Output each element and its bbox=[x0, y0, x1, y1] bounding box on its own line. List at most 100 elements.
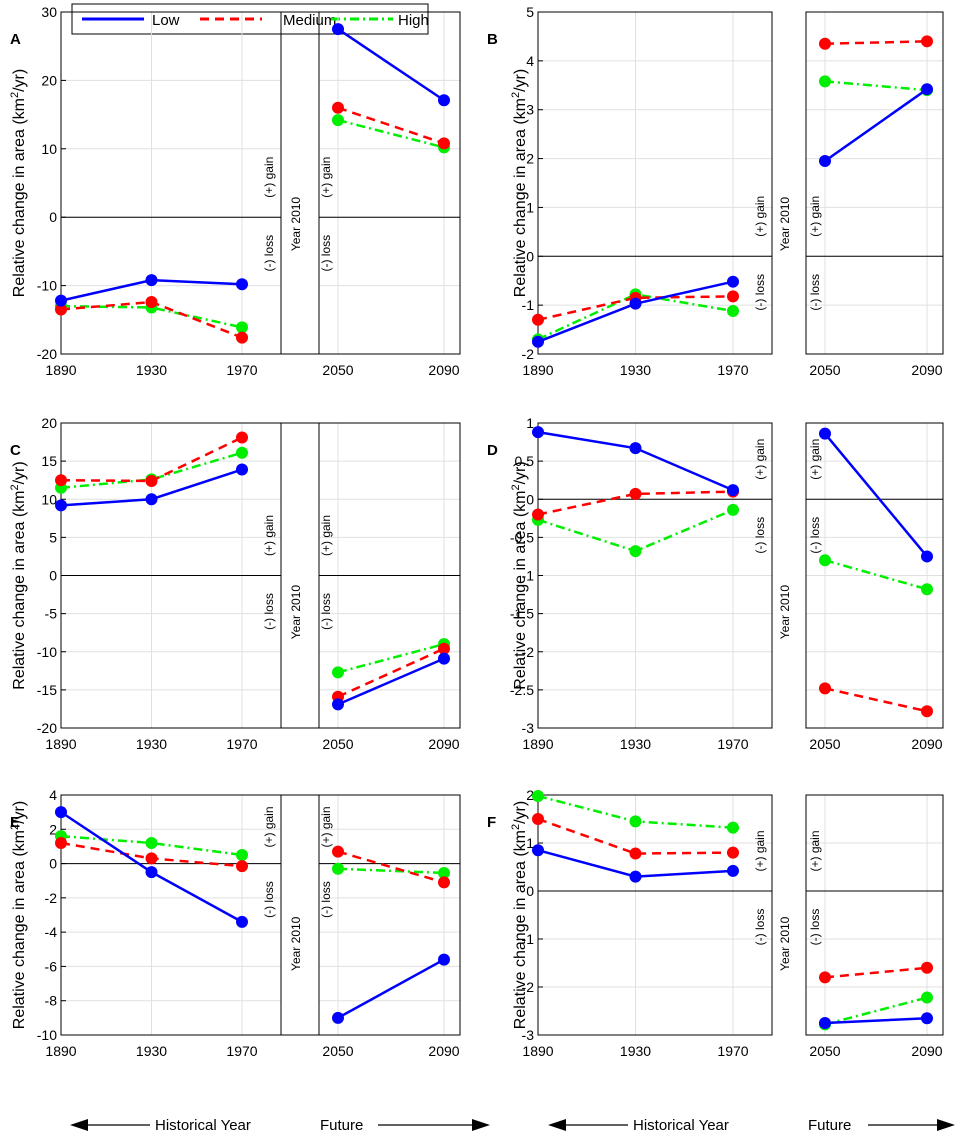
left-arrow-head bbox=[548, 1119, 566, 1131]
x-tick-label: 2090 bbox=[911, 736, 942, 752]
loss-label-historical: (-) loss bbox=[262, 235, 276, 272]
x-tick-label: 1970 bbox=[226, 1043, 257, 1059]
data-point bbox=[727, 821, 739, 834]
data-point bbox=[55, 806, 67, 819]
data-point bbox=[819, 155, 831, 168]
y-tick-label: -1 bbox=[522, 568, 535, 584]
x-tick-label: 2050 bbox=[809, 1043, 840, 1059]
data-point bbox=[819, 427, 831, 440]
data-point bbox=[145, 866, 158, 879]
x-tick-label: 2090 bbox=[428, 1043, 459, 1059]
plot-frame-historical bbox=[537, 794, 773, 1036]
data-point bbox=[438, 137, 450, 150]
series-low bbox=[532, 844, 933, 1029]
y-tick-label: -2 bbox=[522, 979, 535, 995]
series-line-future bbox=[824, 432, 928, 558]
data-point bbox=[629, 545, 642, 558]
data-point bbox=[438, 876, 450, 889]
year-2010-label: Year 2010 bbox=[778, 916, 792, 971]
x-tick-label: 2090 bbox=[428, 362, 459, 378]
panel-e: -10 -8 -6 -4 -2 0 2 4 1890 1930 1970 2050 2090 ERelat… bbox=[9, 787, 461, 1059]
y-tick-label: 20 bbox=[41, 415, 57, 431]
data-point bbox=[145, 852, 158, 865]
y-tick-label: -5 bbox=[45, 606, 58, 622]
data-point bbox=[438, 642, 450, 655]
data-point bbox=[438, 652, 450, 665]
x-tick-label: 2090 bbox=[911, 1043, 942, 1059]
data-point bbox=[332, 1011, 344, 1024]
data-point bbox=[921, 83, 933, 96]
year-2010-label: Year 2010 bbox=[289, 197, 303, 252]
year-2010-label: Year 2010 bbox=[778, 197, 792, 252]
data-point bbox=[819, 682, 831, 695]
series-line-future bbox=[337, 118, 445, 149]
left-arrow-head bbox=[70, 1119, 88, 1131]
year-2010-label: Year 2010 bbox=[778, 585, 792, 640]
y-tick-label: -2 bbox=[522, 644, 535, 660]
y-axis-label: Relative change in area (km2/yr) bbox=[510, 461, 529, 689]
y-tick-label: 10 bbox=[41, 491, 57, 507]
y-tick-label: -2.5 bbox=[510, 682, 534, 698]
series-line-future bbox=[337, 28, 445, 102]
x-tick-label: 2090 bbox=[911, 362, 942, 378]
y-tick-label: 5 bbox=[526, 4, 534, 20]
data-point bbox=[236, 331, 248, 344]
series-line-historical bbox=[537, 295, 734, 322]
panel-label: E bbox=[10, 814, 20, 831]
year-2010-label: Year 2010 bbox=[289, 585, 303, 640]
y-tick-label: 2 bbox=[526, 151, 534, 167]
series-line-historical bbox=[537, 490, 734, 516]
data-point bbox=[332, 114, 344, 127]
y-tick-label: -1.5 bbox=[510, 606, 534, 622]
y-tick-label: -2 bbox=[522, 346, 535, 362]
y-tick-label: -10 bbox=[37, 278, 57, 294]
y-tick-label: -3 bbox=[522, 720, 535, 736]
y-tick-label: 10 bbox=[41, 141, 57, 157]
gain-label-future: (+) gain bbox=[808, 439, 822, 480]
y-tick-label: -4 bbox=[45, 924, 58, 940]
data-point bbox=[629, 487, 642, 500]
bottom-arrows-left: Historical Year Future bbox=[70, 1117, 490, 1134]
y-tick-label: -3 bbox=[522, 1027, 535, 1043]
plot-frame-future bbox=[805, 794, 944, 1036]
loss-label-future: (-) loss bbox=[808, 517, 822, 554]
data-point bbox=[332, 23, 344, 36]
y-tick-label: 0 bbox=[49, 856, 57, 872]
gain-label-historical: (+) gain bbox=[753, 196, 767, 237]
y-tick-label: -1 bbox=[522, 931, 535, 947]
gain-label-historical: (+) gain bbox=[262, 515, 276, 556]
y-axis-label: Relative change in area (km2/yr) bbox=[510, 69, 529, 297]
data-point bbox=[332, 698, 344, 711]
data-point bbox=[532, 844, 544, 857]
series-line-future bbox=[824, 80, 928, 92]
x-tick-label: 1930 bbox=[620, 1043, 651, 1059]
y-axis-label: Relative change in area (km2/yr) bbox=[9, 461, 28, 689]
data-point bbox=[332, 101, 344, 114]
series-high bbox=[55, 830, 450, 879]
series-line-future bbox=[337, 106, 445, 145]
x-tick-label: 2050 bbox=[809, 362, 840, 378]
y-tick-label: 30 bbox=[41, 4, 57, 20]
legend-label-medium: Medium bbox=[283, 12, 336, 29]
data-point bbox=[55, 303, 67, 316]
y-tick-label: -1 bbox=[522, 297, 535, 313]
x-tick-label: 1890 bbox=[522, 736, 553, 752]
plot-frame-historical bbox=[537, 11, 773, 355]
series-low bbox=[532, 426, 933, 563]
y-tick-label: -8 bbox=[45, 993, 58, 1009]
y-tick-label: 0 bbox=[526, 491, 534, 507]
loss-label-future: (-) loss bbox=[808, 909, 822, 946]
y-tick-label: 5 bbox=[49, 529, 57, 545]
y-tick-label: 2 bbox=[526, 787, 534, 803]
gain-label-historical: (+) gain bbox=[262, 806, 276, 847]
data-point bbox=[145, 474, 158, 487]
x-tick-label: 2090 bbox=[428, 736, 459, 752]
data-point bbox=[629, 815, 642, 828]
panel-label: F bbox=[487, 814, 496, 831]
y-tick-label: 1 bbox=[526, 415, 534, 431]
data-point bbox=[532, 313, 544, 326]
series-line-future bbox=[337, 647, 445, 698]
data-point bbox=[629, 442, 642, 455]
data-point bbox=[236, 278, 248, 291]
data-point bbox=[145, 493, 158, 506]
